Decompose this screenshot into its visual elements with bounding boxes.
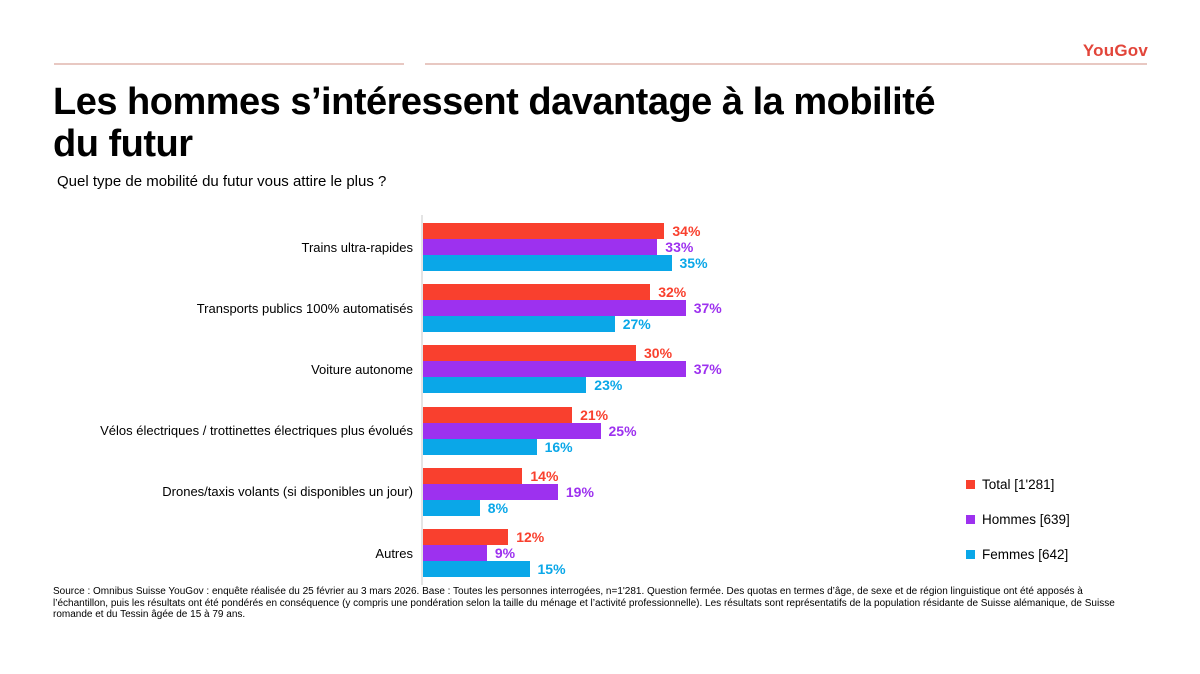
value-label: 37% [693,361,722,378]
bar-row-total: 32% [423,284,687,301]
bar-group-5: Autres 12% 9% 15% [0,529,1200,577]
bar-group-3: Vélos électriques / trottinettes électri… [0,406,1200,455]
bar-femmes [423,377,587,394]
legend-item-total: Total [1'281] [966,476,1070,492]
bar-femmes [423,316,615,333]
value-label: 23% [594,377,623,394]
bar-total [423,467,523,484]
bar-row-femmes: 23% [423,377,623,394]
legend-swatch-icon [966,549,975,559]
value-label: 12% [516,529,545,545]
bar-femmes [423,438,537,455]
legend-item-hommes: Hommes [639] [966,511,1070,527]
bar-row-hommes: 9% [423,545,515,561]
value-label: 33% [665,239,694,255]
category-label: Trains ultra-rapides [301,239,413,255]
grouped-bar-chart: Trains ultra-rapides 34% 33% 35% Transports … [0,215,1200,585]
value-label: 35% [679,255,708,271]
category-label: Drones/taxis volants (si disponibles un … [162,484,413,500]
legend-item-femmes: Femmes [642] [966,546,1070,562]
bar-hommes [423,361,686,378]
category-label: Voiture autonome [311,361,413,377]
bar-row-total: 14% [423,467,559,484]
legend-swatch-icon [966,514,975,524]
bar-row-hommes: 37% [423,361,722,378]
bar-row-total: 34% [423,223,700,239]
bar-row-hommes: 33% [423,239,693,255]
category-axis-line [421,215,423,585]
category-label: Vélos électriques / trottinettes électri… [100,423,413,439]
bar-row-hommes: 25% [423,422,637,439]
bar-total [423,345,636,362]
page-title: Les hommes s’intéressent davantage à la … [53,81,936,165]
value-label: 14% [530,467,559,484]
value-label: 21% [580,406,609,423]
bar-total [423,284,651,301]
question-text: Quel type de mobilité du futur vous atti… [57,173,387,190]
bar-femmes [423,499,480,516]
bar-row-total: 12% [423,529,544,545]
category-label: Transports publics 100% automatisés [196,300,413,316]
yougov-logo: YouGov [1082,41,1148,60]
legend-label: Femmes [642] [982,546,1069,562]
bar-group-4: Drones/taxis volants (si disponibles un … [0,467,1200,516]
bar-hommes [423,300,686,317]
bar-row-femmes: 15% [423,561,566,577]
bar-group-2: Voiture autonome 30% 37% 23% [0,345,1200,394]
bar-row-femmes: 16% [423,438,573,455]
value-label: 27% [622,316,651,333]
header-divider-left [54,63,404,65]
bar-hommes [423,239,658,255]
bar-row-total: 30% [423,345,673,362]
value-label: 19% [565,483,594,500]
value-label: 15% [537,561,566,577]
source-note: Source : Omnibus Suisse YouGov : enquête… [53,586,1115,621]
value-label: 16% [544,438,573,455]
bar-hommes [423,545,487,561]
value-label: 32% [658,284,687,301]
bar-row-total: 21% [423,406,609,423]
bar-femmes [423,255,672,271]
header-divider-right [425,63,1147,65]
value-label: 37% [693,300,722,317]
value-label: 25% [608,422,637,439]
bar-femmes [423,561,530,577]
chart-legend: Total [1'281] Hommes [639] Femmes [642] [966,476,1070,581]
legend-label: Total [1'281] [982,476,1055,492]
bar-row-femmes: 8% [423,499,509,516]
value-label: 9% [494,545,516,561]
bar-total [423,223,665,239]
bar-row-femmes: 27% [423,316,651,333]
bar-total [423,406,573,423]
bar-row-hommes: 19% [423,483,594,500]
bar-hommes [423,422,601,439]
value-label: 30% [644,345,673,362]
category-label: Autres [375,545,413,561]
legend-swatch-icon [966,479,975,489]
legend-label: Hommes [639] [982,511,1070,527]
bar-group-1: Transports publics 100% automatisés 32% 37… [0,284,1200,333]
value-label: 8% [487,499,509,516]
bar-total [423,529,509,545]
value-label: 34% [672,223,701,239]
bar-hommes [423,483,558,500]
bar-group-0: Trains ultra-rapides 34% 33% 35% [0,223,1200,271]
bar-row-hommes: 37% [423,300,722,317]
bar-row-femmes: 35% [423,255,708,271]
